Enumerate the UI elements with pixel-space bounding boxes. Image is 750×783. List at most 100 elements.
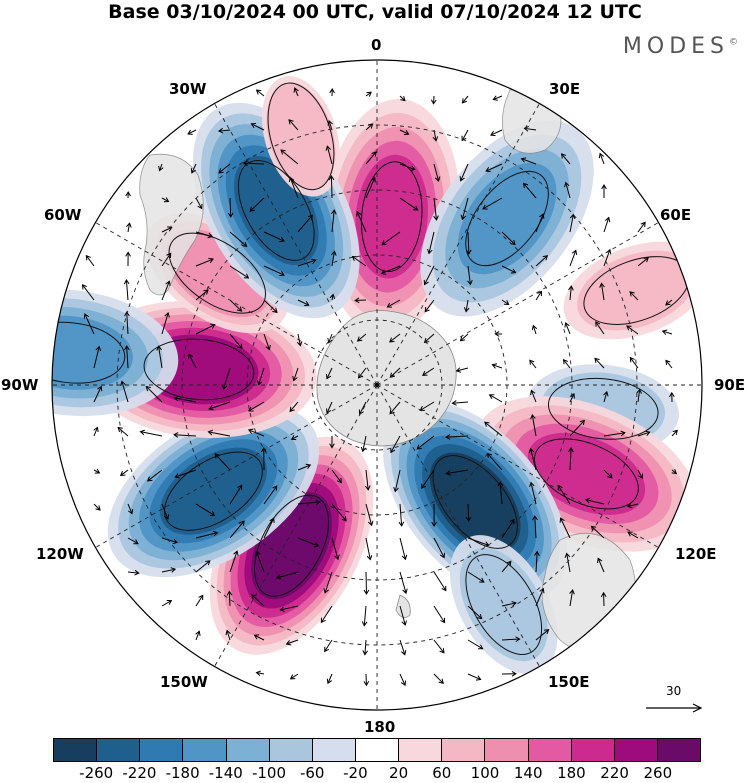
reference-vector: 30 — [644, 684, 704, 720]
wind-arrow — [289, 673, 299, 680]
wind-arrow — [217, 127, 231, 134]
wind-arrow — [161, 280, 171, 301]
wind-arrow — [161, 311, 170, 335]
wind-arrow — [356, 210, 367, 233]
wind-arrow — [190, 163, 197, 174]
wind-arrow — [569, 419, 586, 437]
wind-arrow — [629, 356, 639, 369]
wind-arrow — [557, 484, 571, 505]
wind-arrow — [229, 484, 243, 505]
meridian-line — [214, 103, 378, 386]
wind-arrow — [569, 589, 575, 607]
colorbar-swatch — [485, 739, 529, 761]
wind-arrow — [433, 197, 439, 221]
wind-arrow — [490, 129, 503, 137]
wind-arrow — [361, 605, 368, 627]
wind-arrow — [225, 629, 231, 641]
lon-label-90e: 90E — [714, 376, 746, 394]
wind-arrow — [260, 447, 267, 471]
wind-arrow — [530, 413, 537, 437]
anomaly-contour-band — [459, 547, 548, 662]
wind-arrow — [467, 605, 483, 620]
wind-arrow — [399, 673, 407, 687]
wind-arrow — [174, 469, 197, 479]
wind-arrow — [484, 421, 503, 437]
wind-arrow — [626, 502, 639, 509]
wind-arrow — [590, 525, 605, 539]
wind-arrow — [229, 333, 243, 350]
wind-arrow — [325, 145, 333, 165]
wind-arrow — [221, 367, 231, 390]
new-zealand-land — [395, 594, 411, 618]
wind-arrow — [423, 265, 435, 286]
lon-label-150e: 150E — [548, 673, 590, 691]
wind-arrow — [263, 265, 285, 277]
wind-arrow — [356, 333, 367, 342]
anomaly-contour-band — [429, 452, 521, 552]
colorbar-tick-label: 220 — [600, 764, 629, 782]
colorbar-tick-label: -220 — [122, 764, 157, 782]
anomaly-field — [52, 76, 702, 674]
colorbar-tick-label: -180 — [165, 764, 200, 782]
wind-arrow — [584, 497, 605, 505]
wind-arrow — [501, 518, 515, 539]
meridian-line — [376, 222, 659, 386]
wind-arrow — [427, 231, 435, 255]
wind-arrow — [362, 639, 368, 656]
streamline-contour — [267, 82, 335, 191]
wind-arrow — [127, 503, 134, 515]
wind-arrow — [358, 401, 367, 416]
colorbar-swatch — [442, 739, 486, 761]
wind-arrow — [365, 151, 377, 165]
wind-arrow — [119, 469, 129, 477]
wind-arrow — [467, 673, 482, 681]
colorbar-tick-label: 260 — [643, 764, 673, 782]
wind-arrow — [535, 213, 545, 233]
wind-arrow — [423, 333, 435, 344]
lon-label-90w: 90W — [1, 376, 39, 394]
wind-arrow — [85, 254, 95, 267]
wind-arrow — [263, 517, 275, 539]
wind-arrow — [399, 197, 419, 211]
colorbar-swatch — [657, 739, 701, 761]
wind-arrow — [431, 503, 437, 527]
wind-arrow — [326, 673, 333, 685]
wind-arrow — [275, 571, 299, 580]
wind-arrow — [249, 197, 265, 212]
colorbar-swatch — [54, 739, 98, 761]
wind-arrow — [195, 503, 216, 516]
wind-arrow — [255, 670, 265, 677]
wind-arrow — [460, 197, 469, 221]
wind-arrow — [386, 299, 401, 308]
lon-label-0: 0 — [371, 36, 382, 54]
wind-arrow — [601, 184, 607, 199]
brand-name: MODES — [622, 34, 729, 59]
wind-arrow — [594, 357, 605, 369]
wind-arrow — [568, 447, 574, 471]
meridian-line — [95, 384, 378, 548]
wind-arrow — [531, 324, 538, 335]
wind-arrow — [535, 255, 549, 267]
wind-arrow — [399, 537, 408, 561]
wind-arrow — [229, 231, 248, 248]
wind-arrow — [459, 163, 469, 182]
lon-label-150w: 150W — [160, 673, 208, 691]
wind-arrow — [467, 571, 485, 583]
wind-arrow — [83, 313, 95, 335]
wind-arrow — [399, 163, 416, 171]
wind-arrow — [81, 284, 95, 301]
wind-arrow — [569, 213, 576, 233]
wind-arrow — [242, 160, 265, 167]
colorbar-swatch — [140, 739, 184, 761]
south-america-land — [139, 153, 204, 296]
wind-arrow — [529, 481, 537, 505]
wind-arrow — [671, 468, 678, 475]
wind-arrow — [637, 221, 646, 233]
wind-arrow — [256, 367, 265, 386]
wind-arrow — [501, 600, 517, 607]
wind-arrow — [497, 481, 504, 505]
wind-arrow — [327, 119, 333, 131]
wind-arrow — [445, 469, 469, 476]
wind-arrow — [381, 231, 401, 246]
wind-arrow — [637, 469, 644, 480]
